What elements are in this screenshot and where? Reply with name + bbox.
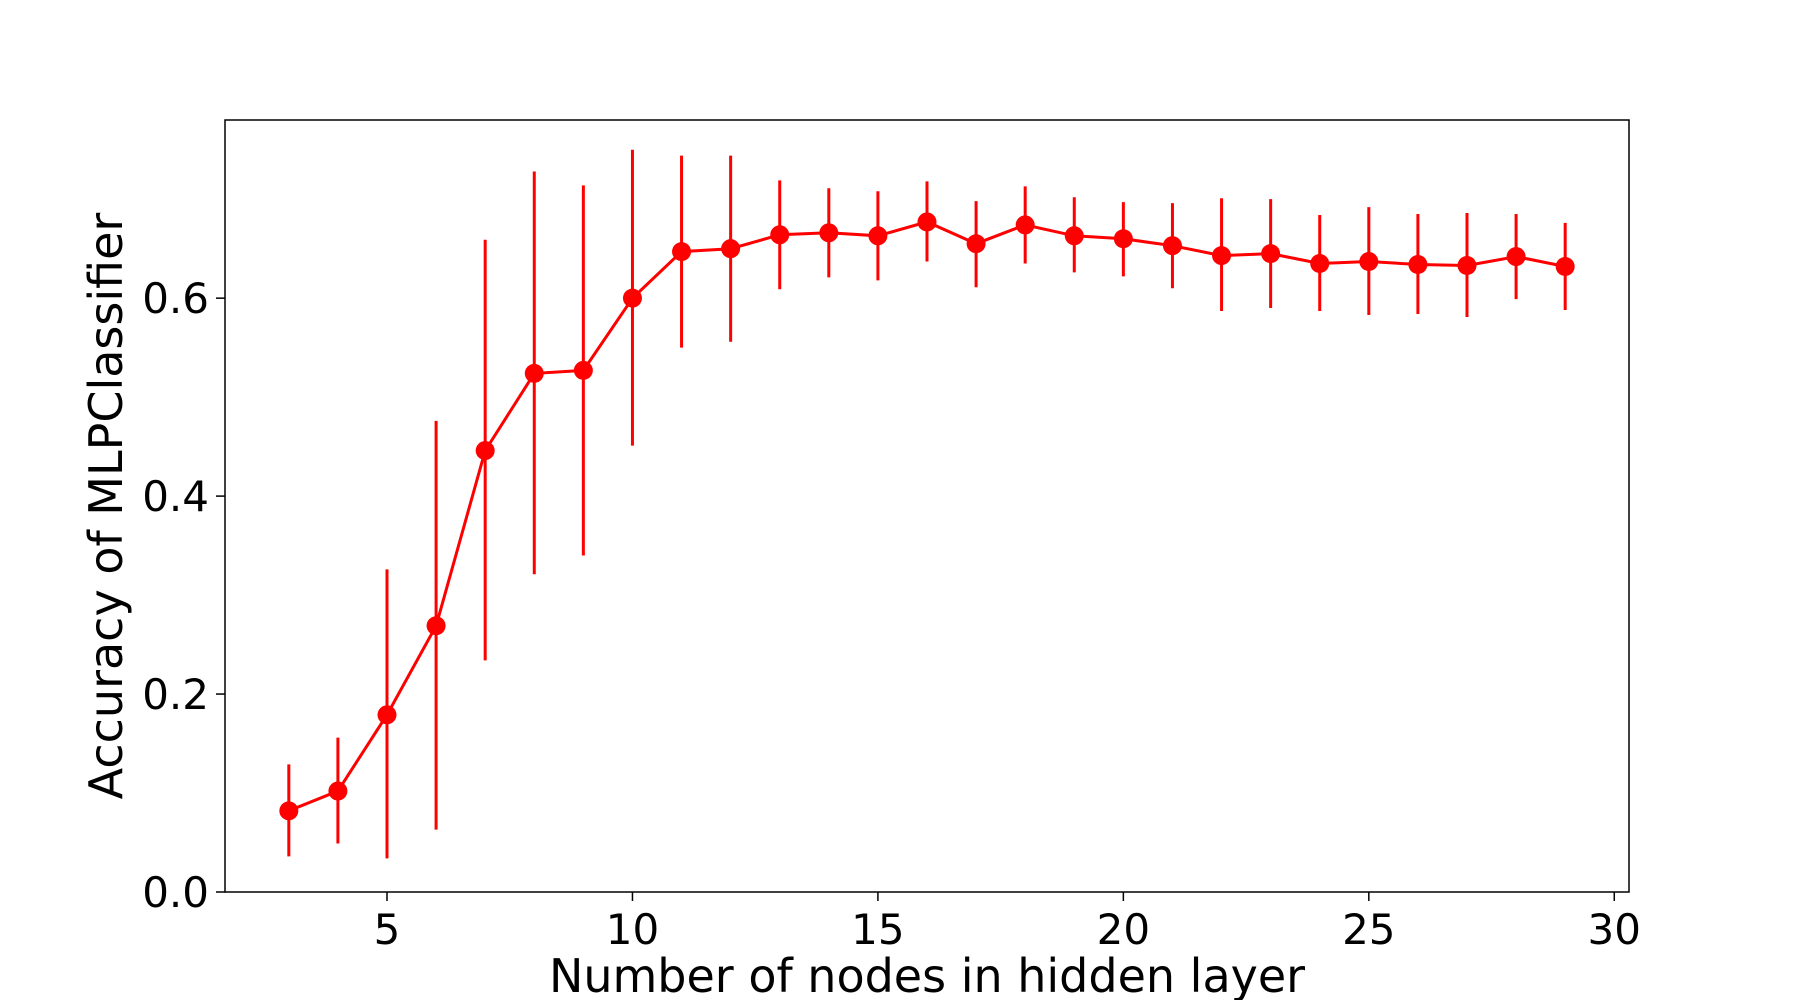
data-point [573,360,593,380]
x-tick-label: 15 [851,905,904,954]
data-point [426,616,446,636]
x-tick-label: 10 [606,905,659,954]
data-point [721,239,741,259]
data-point [328,781,348,801]
data-point [1555,256,1575,276]
data-point [622,288,642,308]
x-tick-label: 30 [1588,905,1641,954]
data-point [1212,246,1232,266]
data-point [672,242,692,262]
axis-ticks: 5 10 15 20 25 30 0.0 0.2 0.4 0.6 [142,274,1641,954]
data-point [1408,255,1428,275]
data-point [1064,226,1084,246]
data-point [966,234,986,254]
x-tick-label: 20 [1097,905,1150,954]
data-point [770,225,790,245]
data-point [1113,229,1133,249]
data-point [475,441,495,461]
data-point [1359,252,1379,272]
y-tick-label: 0.0 [142,868,209,917]
y-tick-label: 0.4 [142,472,209,521]
data-points [279,212,1575,821]
data-point [868,226,888,246]
data-point [1261,244,1281,264]
y-axis-label: Accuracy of MLPClassifier [79,213,133,800]
data-point [1310,254,1330,274]
y-tick-label: 0.6 [142,274,209,323]
data-point [1015,215,1035,235]
data-point [917,212,937,232]
x-tick-label: 25 [1342,905,1395,954]
data-point [1506,247,1526,267]
data-point [1457,255,1477,275]
data-point [377,705,397,725]
data-point [819,223,839,243]
y-tick-label: 0.2 [142,670,209,719]
data-point [279,801,299,821]
x-axis-label: Number of nodes in hidden layer [549,949,1305,1000]
x-tick-label: 5 [374,905,401,954]
data-point [1162,236,1182,256]
data-point [524,363,544,383]
